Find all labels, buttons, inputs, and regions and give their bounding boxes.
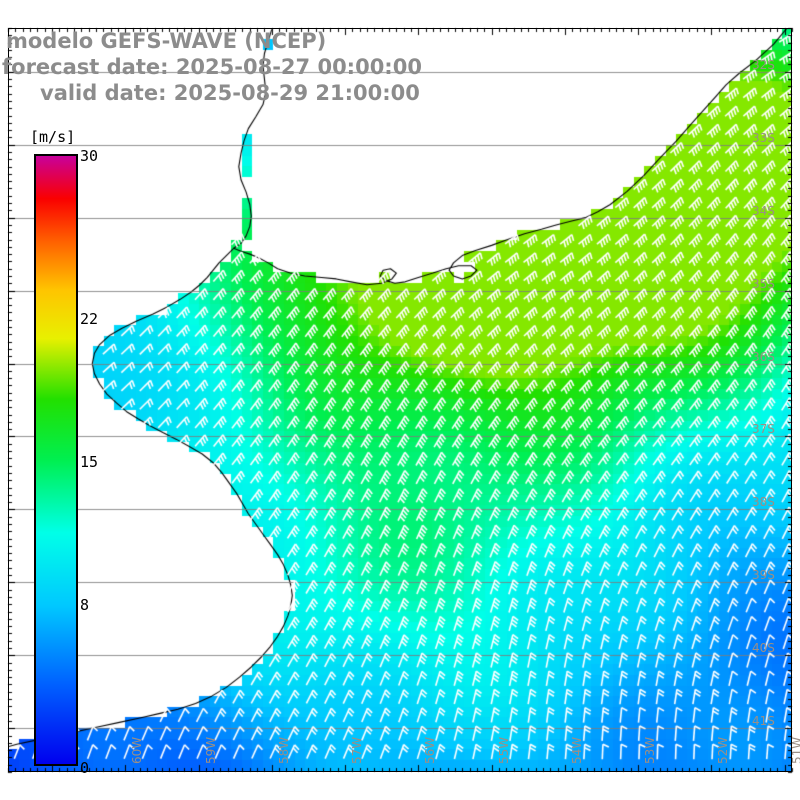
colorbar-tick-30: 30 — [80, 147, 99, 165]
lon-label-60W: 60W — [130, 736, 145, 764]
colorbar-unit-label: [m/s] — [30, 128, 76, 146]
lat-label-33S: 33S — [752, 130, 775, 145]
lat-label-36S: 36S — [752, 349, 775, 364]
lat-label-39S: 39S — [752, 568, 775, 583]
lon-label-52W: 52W — [716, 736, 731, 764]
colorbar-tick-0: 0 — [80, 759, 90, 777]
map-plot-area[interactable] — [8, 28, 792, 772]
colorbar-tick-22: 22 — [80, 310, 99, 329]
colorbar — [34, 154, 78, 766]
lat-label-32S: 32S — [752, 57, 775, 72]
lat-label-41S: 41S — [752, 714, 775, 729]
lat-label-35S: 35S — [752, 276, 775, 291]
lon-label-55W: 55W — [496, 736, 511, 764]
lon-label-56W: 56W — [423, 736, 438, 764]
lon-label-58W: 58W — [276, 736, 291, 764]
colorbar-tick-8: 8 — [80, 595, 90, 614]
lon-label-59W: 59W — [203, 736, 218, 764]
colorbar-gradient — [34, 154, 78, 766]
wind-direction-arrows — [8, 28, 792, 772]
lon-label-57W: 57W — [350, 736, 365, 764]
lat-label-34S: 34S — [752, 203, 775, 218]
lat-label-38S: 38S — [752, 495, 775, 510]
colorbar-tick-15: 15 — [80, 453, 99, 471]
lat-label-40S: 40S — [752, 641, 775, 656]
lon-label-51W: 51W — [789, 736, 800, 764]
lon-label-53W: 53W — [643, 736, 658, 764]
lat-label-37S: 37S — [752, 422, 775, 437]
lon-label-54W: 54W — [569, 736, 584, 764]
